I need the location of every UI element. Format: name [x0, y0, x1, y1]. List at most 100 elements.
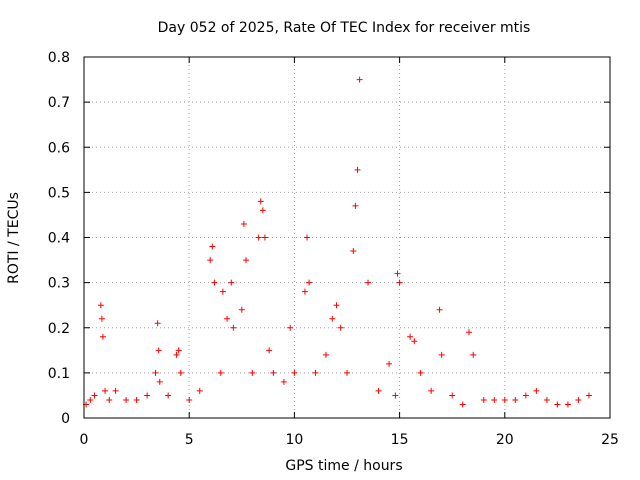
data-point [266, 347, 273, 354]
data-point [501, 396, 508, 403]
data-point [249, 369, 256, 376]
data-point [392, 392, 399, 399]
data-point [428, 387, 435, 394]
data-point [554, 401, 561, 408]
data-point [261, 234, 268, 241]
data-point [123, 396, 130, 403]
data-point [354, 166, 361, 173]
data-point [396, 279, 403, 286]
data-point [173, 351, 180, 358]
data-point [209, 243, 216, 250]
data-point [466, 329, 473, 336]
y-tick-label: 0 [61, 411, 70, 427]
data-point [350, 248, 357, 255]
y-tick-label: 0.2 [48, 321, 70, 337]
data-point [102, 387, 109, 394]
data-point [186, 396, 193, 403]
plot-frame [83, 56, 611, 419]
data-point [280, 378, 287, 385]
data-point [240, 220, 247, 227]
data-point [97, 302, 104, 309]
x-tick-label: 5 [185, 432, 194, 448]
data-point [329, 315, 336, 322]
data-point [91, 392, 98, 399]
x-tick-label: 25 [601, 432, 619, 448]
data-point [436, 306, 443, 313]
data-point [522, 392, 529, 399]
data-point [394, 270, 401, 277]
data-point [112, 387, 119, 394]
data-point [564, 401, 571, 408]
data-point [312, 369, 319, 376]
data-point [98, 315, 105, 322]
data-point [491, 396, 498, 403]
data-point [217, 369, 224, 376]
data-point [291, 369, 298, 376]
y-tick-label: 0.6 [48, 140, 70, 156]
x-tick-label: 15 [391, 432, 409, 448]
data-point [257, 198, 264, 205]
chart-title: Day 052 of 2025, Rate Of TEC Index for r… [158, 20, 531, 36]
y-tick-label: 0.7 [48, 95, 70, 111]
y-tick-label: 0.5 [48, 185, 70, 201]
data-point [301, 288, 308, 295]
data-point [207, 257, 214, 264]
data-points [83, 76, 592, 408]
x-tick-label: 10 [285, 432, 303, 448]
data-point [306, 279, 313, 286]
data-point [543, 396, 550, 403]
x-axis: 0 5 10 15 20 25 [80, 57, 619, 448]
data-point [333, 302, 340, 309]
y-axis: 0 0.1 0.2 0.3 0.4 0.5 0.6 0.7 0.8 [48, 50, 610, 427]
data-point [386, 360, 393, 367]
x-tick-label: 0 [80, 432, 89, 448]
data-point [196, 387, 203, 394]
data-point [219, 288, 226, 295]
data-point [304, 234, 311, 241]
y-tick-label: 0.3 [48, 276, 70, 292]
data-point [211, 279, 218, 286]
data-point [375, 387, 382, 394]
data-point [87, 396, 94, 403]
data-point [259, 207, 266, 214]
y-tick-label: 0.4 [48, 231, 70, 247]
x-axis-label: GPS time / hours [285, 458, 402, 474]
data-point [287, 324, 294, 331]
data-point [255, 234, 262, 241]
data-point [480, 396, 487, 403]
grid [84, 57, 610, 418]
data-point [106, 396, 113, 403]
y-tick-label: 0.1 [48, 366, 70, 382]
data-point [407, 333, 414, 340]
y-axis-label: ROTI / TECUs [6, 192, 22, 284]
data-point [154, 320, 161, 327]
data-point [230, 324, 237, 331]
data-point [144, 392, 151, 399]
data-point [344, 369, 350, 376]
data-point [152, 369, 159, 376]
x-tick-label: 20 [496, 432, 514, 448]
data-point [322, 351, 329, 358]
data-point [575, 396, 582, 403]
data-point [417, 369, 424, 376]
data-point [175, 347, 182, 354]
data-point [133, 396, 140, 403]
data-point [156, 378, 163, 385]
data-point [411, 338, 418, 345]
data-point [155, 347, 162, 354]
data-point [356, 76, 363, 83]
data-point [365, 279, 372, 286]
data-point [165, 392, 172, 399]
data-point [99, 333, 106, 340]
data-point [224, 315, 231, 322]
data-point [337, 324, 344, 331]
data-point [243, 257, 250, 264]
data-point [270, 369, 277, 376]
data-point [352, 202, 359, 209]
data-point [585, 392, 592, 399]
data-point [228, 279, 235, 286]
data-point [177, 369, 184, 376]
data-point [470, 351, 477, 358]
y-tick-label: 0.8 [48, 50, 70, 66]
